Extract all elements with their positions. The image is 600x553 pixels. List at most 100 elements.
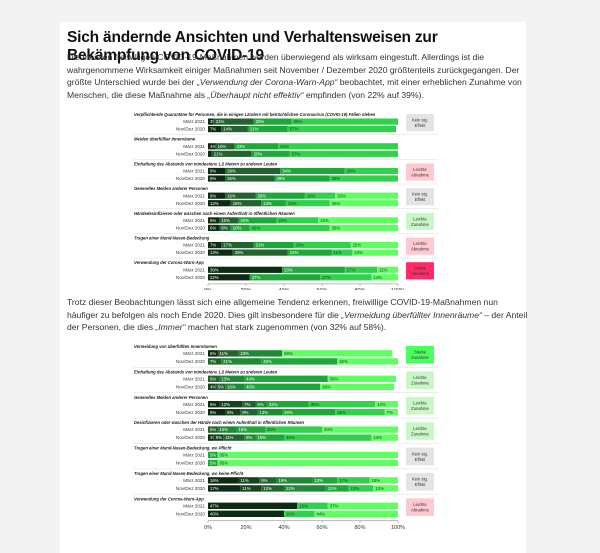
data-label: 22% (210, 275, 219, 280)
x-tick-label: 80% (354, 288, 365, 290)
data-label: 58% (284, 351, 293, 356)
data-label: 7% (210, 243, 216, 248)
intro-emphasis-not-effective: „Überhaupt nicht effektiv“ (207, 89, 304, 100)
data-label: 26% (337, 410, 346, 415)
bar-segment (230, 200, 262, 207)
bar-segment (344, 167, 398, 175)
bar-segment (293, 242, 351, 249)
bar-segment (375, 401, 398, 408)
data-label: 13% (315, 478, 324, 483)
data-label: 16% (299, 503, 308, 508)
tag-badge (406, 163, 434, 181)
data-label: 40% (210, 511, 219, 516)
bar-segment (215, 143, 235, 150)
row-label: März 2021 (183, 218, 205, 223)
data-label: 24% (354, 250, 363, 255)
data-label: 6% (210, 402, 216, 407)
bar-segment (265, 426, 322, 433)
bar-segment (238, 477, 260, 484)
data-label: 23% (290, 250, 299, 255)
data-label: 36% (332, 201, 341, 206)
bar-segment (208, 375, 220, 382)
bar-segment (329, 200, 398, 207)
data-label: 11% (334, 250, 342, 255)
data-label: 7% (210, 127, 216, 132)
group-title: Verpflichtende Quarantäne für Personen, … (134, 112, 376, 117)
data-label: 40% (263, 359, 272, 364)
row-label: Nov/Dez 2020 (176, 225, 206, 230)
bar-segment (221, 126, 248, 133)
data-label: 17% (210, 486, 219, 491)
data-label: 39% (210, 267, 219, 272)
bar-segment (253, 118, 292, 125)
data-label: 95% (220, 461, 229, 466)
bar-segment (327, 375, 397, 382)
bar-segment (274, 175, 330, 182)
bar-segment (320, 274, 372, 281)
bar-segment (249, 274, 321, 281)
bar-segment (208, 217, 220, 224)
bar-segment (276, 477, 313, 484)
data-label: 47% (210, 503, 219, 508)
data-label: 9% (210, 410, 216, 415)
tag-label: Zunahme (411, 355, 429, 360)
data-label: 13% (375, 486, 384, 491)
tag-label: Kein sig. (412, 117, 428, 122)
bar-segment (335, 409, 385, 416)
bar-segment (297, 502, 328, 509)
data-label: 7% (210, 359, 216, 364)
tag-label: Zunahme (411, 431, 429, 436)
bar-segment (213, 434, 224, 441)
data-label: 11% (220, 351, 228, 356)
tag-badge (406, 188, 434, 206)
row-label: Nov/Dez 2020 (176, 250, 206, 255)
data-label: 16% (286, 511, 295, 516)
bar-segment (225, 192, 256, 199)
row-label: März 2021 (183, 193, 205, 198)
data-label: 22% (269, 402, 278, 407)
bar-segment (208, 451, 218, 459)
data-label: 26% (258, 193, 267, 198)
bar-segment (352, 249, 398, 256)
bar-segment (208, 150, 212, 157)
group-title: Tragen einer Mund-Nasen-Bedeckung, wo ke… (134, 471, 244, 476)
tag-label: Abnahme (411, 246, 430, 251)
bar-segment (225, 167, 281, 175)
data-label: 12% (377, 402, 386, 407)
bar-segment (208, 118, 214, 125)
data-label: 37% (252, 275, 261, 280)
bar-segment (282, 409, 336, 416)
bar-segment (337, 477, 370, 484)
group-title: Generelles Meiden anderer Personen (134, 395, 208, 400)
data-label: 14% (373, 435, 382, 440)
bar-segment (327, 502, 398, 509)
behavior-frequency-chart: Vermeidung von überfüllten Innenräumen Mä… (134, 344, 438, 531)
x-tick-label: 80% (354, 525, 365, 531)
group-title: Verwendung der Corona-Warn-App (134, 260, 204, 265)
bar-segment (312, 477, 338, 484)
data-label: 5% (210, 453, 216, 458)
tag-badge (406, 498, 434, 516)
bar-segment (369, 477, 398, 484)
data-label: 13% (263, 201, 272, 206)
row-label: Nov/Dez 2020 (176, 201, 206, 206)
row-label: März 2021 (183, 144, 205, 149)
bar-segment (284, 434, 372, 441)
data-label: 36% (332, 225, 341, 230)
data-label: 10% (233, 225, 242, 230)
bar-segment (308, 401, 376, 408)
bar-segment (276, 217, 319, 224)
data-label: 29% (235, 250, 244, 255)
data-label: 12% (263, 486, 272, 491)
data-label: 27% (322, 275, 331, 280)
bar-segment (266, 401, 309, 408)
data-label: 10% (227, 384, 236, 389)
data-label: 17% (223, 243, 232, 248)
data-label: 15% (239, 427, 248, 432)
data-label: 20% (256, 119, 265, 124)
row-label: März 2021 (183, 376, 205, 381)
data-label: 23% (237, 144, 246, 149)
x-tick-label: 20% (240, 288, 251, 290)
tag-badge (406, 262, 434, 280)
bar-segment (244, 383, 321, 390)
